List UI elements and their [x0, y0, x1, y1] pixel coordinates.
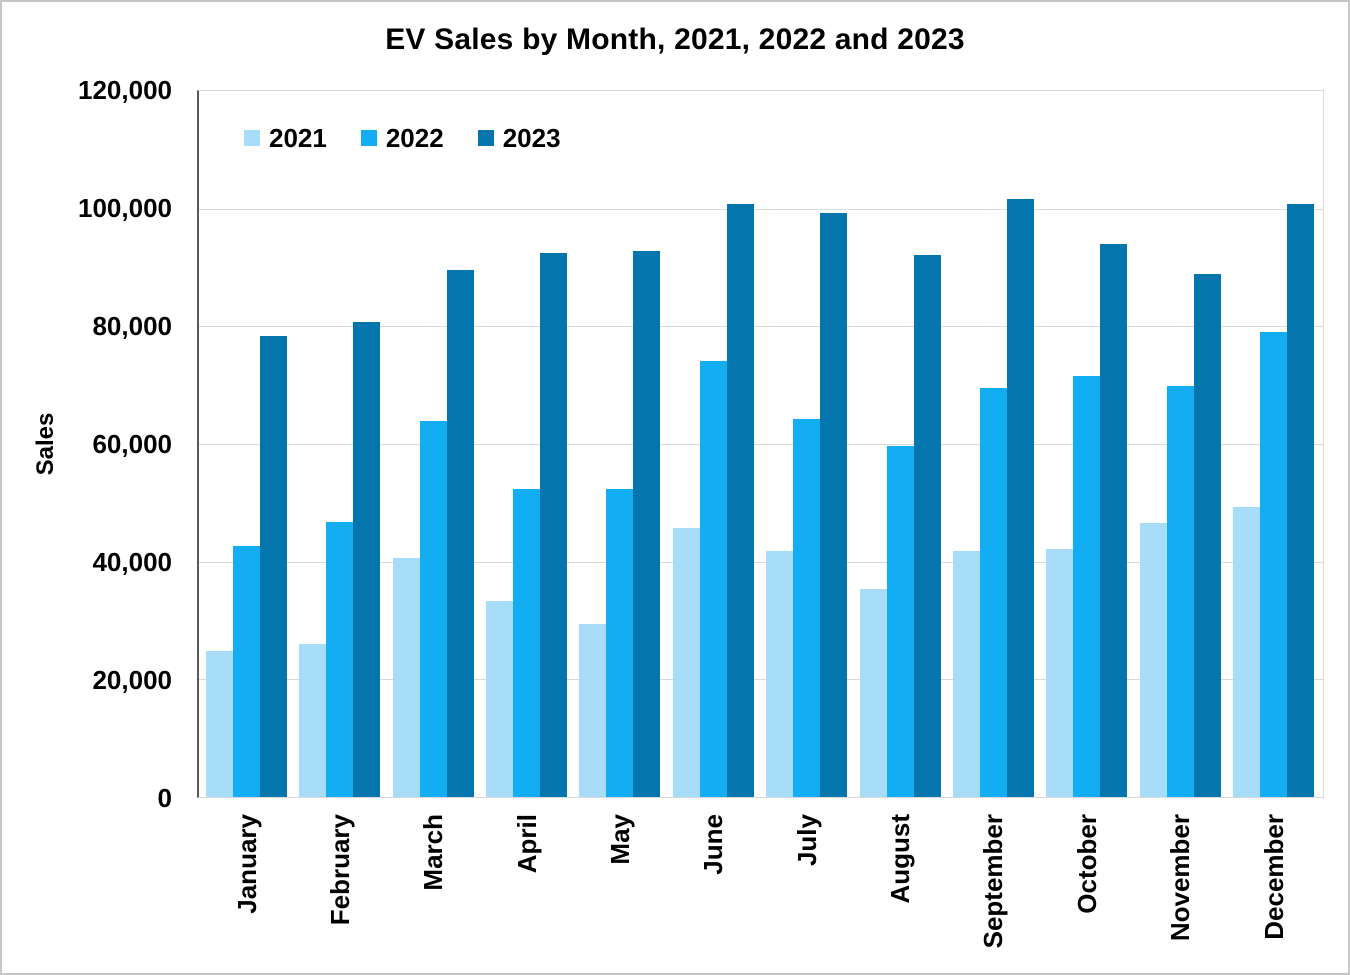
bar-2023-november [1193, 274, 1221, 797]
x-axis-label-december: December [1258, 814, 1289, 940]
bar-2023-december [1287, 204, 1314, 797]
legend-swatch-2021 [244, 130, 260, 146]
x-axis-label-november: November [1165, 814, 1196, 942]
x-axis-label-october: October [1071, 814, 1102, 914]
bar-2022-march [419, 420, 447, 797]
bar-2023-september [1006, 198, 1034, 797]
x-axis-label-july: July [791, 814, 822, 867]
bar-2022-december [1260, 331, 1287, 797]
bar-2021-march [392, 557, 420, 797]
x-axis-label-january: January [231, 814, 262, 914]
bar-2021-july [766, 551, 794, 797]
legend: 2021 2022 2023 [244, 124, 561, 152]
bar-2023-may [633, 251, 661, 797]
x-axis-label-august: August [885, 814, 915, 904]
bar-2023-february [353, 321, 381, 797]
bar-2021-august [859, 589, 887, 797]
bar-2021-january [206, 650, 233, 797]
y-tick-label: 120,000 [78, 75, 172, 105]
gridline [199, 562, 1323, 563]
y-tick-label: 100,000 [78, 193, 172, 223]
gridline [199, 326, 1323, 327]
bar-2022-january [233, 546, 260, 797]
y-tick-label: 20,000 [92, 665, 172, 695]
bar-2022-september [979, 387, 1007, 797]
legend-label-2021: 2021 [269, 123, 327, 153]
x-axis-label-february: February [324, 814, 355, 926]
x-axis-label-march: March [418, 814, 449, 891]
bar-2022-april [513, 489, 541, 797]
gridline [199, 444, 1323, 445]
legend-item-2021: 2021 [244, 124, 327, 152]
chart-title: EV Sales by Month, 2021, 2022 and 2023 [385, 23, 965, 56]
bar-2022-february [326, 521, 354, 797]
bar-2021-april [486, 601, 514, 797]
legend-swatch-2023 [477, 130, 494, 146]
bar-2023-june [726, 204, 754, 797]
bar-2022-may [606, 489, 634, 797]
legend-item-2023: 2023 [477, 123, 561, 153]
bar-2022-november [1166, 386, 1194, 797]
bar-2021-september [952, 550, 980, 797]
legend-label-2023: 2023 [502, 123, 561, 153]
bar-2023-august [913, 254, 941, 797]
bar-2021-june [672, 528, 700, 797]
legend-item-2022: 2022 [360, 123, 444, 153]
bar-2022-july [793, 419, 821, 797]
legend-label-2022: 2022 [385, 123, 444, 153]
bar-2022-august [886, 445, 914, 797]
y-tick-label: 60,000 [92, 429, 172, 459]
x-axis-label-september: September [978, 814, 1009, 949]
bar-2023-january [260, 335, 287, 797]
bar-2021-october [1046, 548, 1074, 797]
bar-2021-november [1139, 523, 1167, 797]
bar-2023-july [820, 213, 848, 797]
legend-swatch-2022 [360, 130, 377, 146]
x-axis-label-june: June [698, 814, 729, 875]
bar-2023-october [1100, 244, 1128, 797]
bar-2021-december [1233, 507, 1260, 797]
bar-2021-may [579, 624, 607, 797]
bar-2023-march [446, 269, 474, 797]
bar-2022-june [699, 361, 727, 797]
bar-2022-october [1073, 375, 1101, 797]
plot-area: 2021 2022 2023 [197, 90, 1324, 798]
bar-2023-april [540, 252, 568, 797]
x-axis-label-may: May [605, 814, 635, 865]
y-tick-label: 80,000 [92, 311, 172, 341]
gridline [199, 679, 1323, 680]
x-axis-label-april: April [511, 814, 542, 874]
y-tick-label: 0 [157, 783, 172, 813]
y-tick-label: 40,000 [92, 547, 172, 577]
bar-2021-february [299, 644, 327, 797]
gridline [199, 209, 1323, 210]
